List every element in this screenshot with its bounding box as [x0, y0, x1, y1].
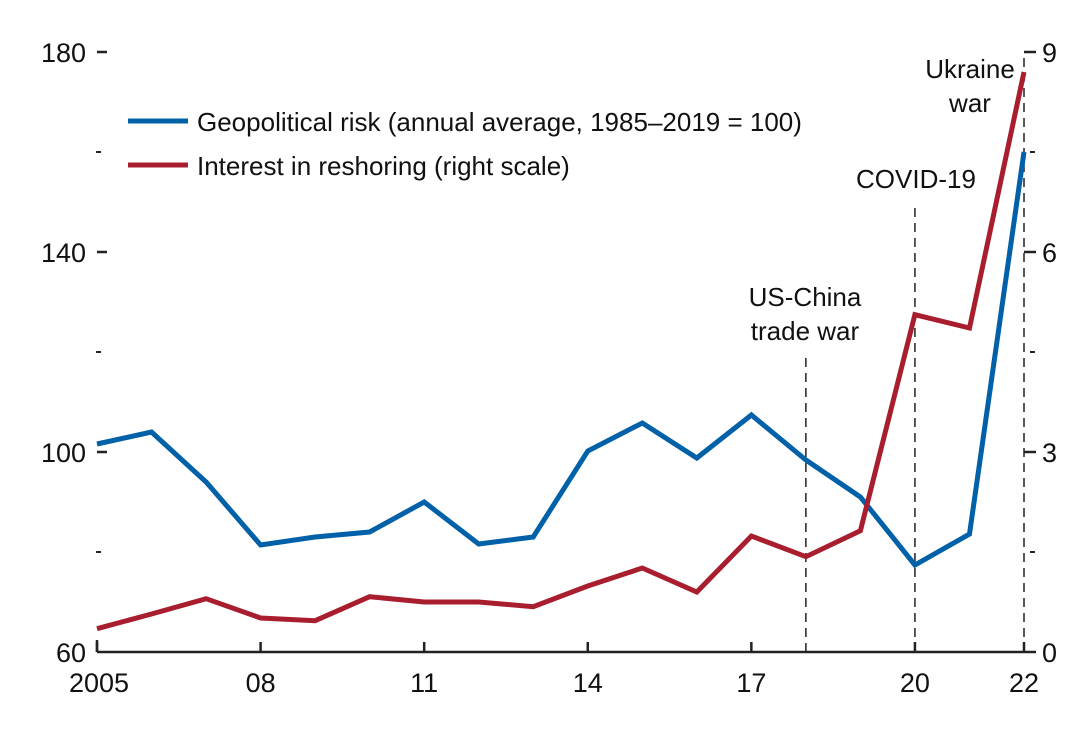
y-left-tick-label: 140 — [41, 238, 86, 268]
event-annotations: US-China trade war COVID-19 Ukraine war — [749, 54, 1015, 346]
y-right-tick-label: 0 — [1042, 638, 1057, 668]
event-annotation-label: US-China — [749, 282, 862, 312]
x-tick-label: 14 — [573, 668, 603, 698]
y-left-tick-label: 180 — [41, 38, 86, 68]
y-right-tick-label: 6 — [1042, 238, 1057, 268]
reshoring-interest-line — [96, 71, 1027, 632]
x-tick-label: 22 — [1009, 668, 1039, 698]
event-annotation-label: Ukraine — [925, 54, 1015, 84]
event-annotation-label: trade war — [751, 316, 860, 346]
x-tick-label: 20 — [900, 668, 930, 698]
axes: 2005 08 11 14 17 20 22 60 100 140 180 0 3 6 9 — [41, 38, 1057, 698]
legend: Geopolitical risk (annual average, 1985–… — [128, 107, 802, 181]
x-tick-label: 17 — [736, 668, 766, 698]
legend-label-reshoring: Interest in reshoring (right scale) — [197, 151, 570, 181]
x-tick-label: 11 — [410, 668, 438, 698]
y-left-tick-label: 60 — [56, 638, 86, 668]
event-annotation-label: COVID-19 — [856, 164, 976, 194]
x-tick-label: 08 — [246, 668, 276, 698]
y-left-tick-label: 100 — [41, 438, 86, 468]
legend-label-geopolitical-risk: Geopolitical risk (annual average, 1985–… — [197, 107, 802, 137]
event-annotation-label: war — [948, 88, 991, 118]
geopolitical-risk-line — [96, 151, 1027, 569]
y-right-tick-label: 3 — [1042, 438, 1057, 468]
y-right-tick-label: 9 — [1042, 38, 1057, 68]
series-lines — [96, 71, 1027, 632]
x-tick-label: 2005 — [69, 668, 129, 698]
